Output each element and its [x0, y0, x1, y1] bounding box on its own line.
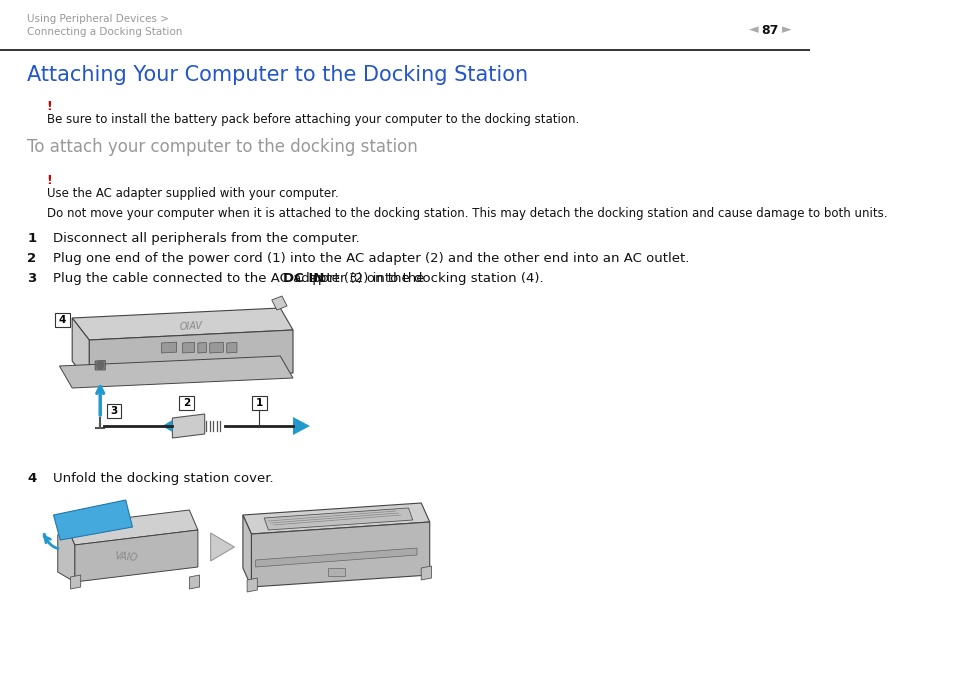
- Polygon shape: [421, 566, 431, 580]
- Text: 2: 2: [27, 252, 36, 265]
- Text: Connecting a Docking Station: Connecting a Docking Station: [27, 27, 182, 37]
- Text: 3: 3: [27, 272, 36, 285]
- Text: Be sure to install the battery pack before attaching your computer to the dockin: Be sure to install the battery pack befo…: [47, 113, 578, 126]
- Text: 3: 3: [111, 406, 118, 416]
- Bar: [107, 404, 121, 418]
- Polygon shape: [255, 548, 416, 567]
- Polygon shape: [58, 525, 74, 582]
- Text: OIAV: OIAV: [179, 320, 203, 332]
- Text: 87: 87: [760, 24, 778, 36]
- Text: VAIO: VAIO: [113, 551, 137, 563]
- Polygon shape: [71, 575, 81, 589]
- Text: 1: 1: [27, 232, 36, 245]
- Text: 4: 4: [59, 315, 66, 325]
- Text: 2: 2: [183, 398, 190, 408]
- Text: ►: ►: [781, 24, 791, 36]
- Polygon shape: [162, 420, 172, 432]
- Circle shape: [96, 361, 104, 369]
- Text: 4: 4: [27, 472, 36, 485]
- Polygon shape: [247, 578, 257, 592]
- Text: Disconnect all peripherals from the computer.: Disconnect all peripherals from the comp…: [52, 232, 359, 245]
- Text: !: !: [47, 174, 52, 187]
- Polygon shape: [264, 508, 413, 530]
- Text: ◄: ◄: [748, 24, 758, 36]
- Text: Unfold the docking station cover.: Unfold the docking station cover.: [52, 472, 273, 485]
- Text: Plug one end of the power cord (1) into the AC adapter (2) and the other end int: Plug one end of the power cord (1) into …: [52, 252, 688, 265]
- Bar: [328, 568, 344, 576]
- Text: To attach your computer to the docking station: To attach your computer to the docking s…: [27, 138, 417, 156]
- Polygon shape: [182, 342, 194, 353]
- Polygon shape: [161, 342, 176, 353]
- Bar: [55, 313, 70, 327]
- Polygon shape: [210, 342, 223, 353]
- Polygon shape: [211, 533, 234, 561]
- Polygon shape: [72, 318, 89, 383]
- Text: Plug the cable connected to the AC adapter (2) into the: Plug the cable connected to the AC adapt…: [52, 272, 428, 285]
- Polygon shape: [190, 575, 199, 589]
- Text: 1: 1: [255, 398, 263, 408]
- Polygon shape: [72, 308, 293, 340]
- Polygon shape: [272, 296, 287, 310]
- Text: port (3) on the docking station (4).: port (3) on the docking station (4).: [308, 272, 543, 285]
- Polygon shape: [197, 342, 206, 353]
- Polygon shape: [74, 530, 197, 582]
- Text: Do not move your computer when it is attached to the docking station. This may d: Do not move your computer when it is att…: [47, 207, 886, 220]
- Text: DC IN: DC IN: [283, 272, 324, 285]
- Polygon shape: [252, 522, 429, 587]
- Bar: [179, 396, 193, 410]
- Polygon shape: [89, 330, 293, 383]
- Polygon shape: [243, 503, 429, 534]
- Text: Attaching Your Computer to the Docking Station: Attaching Your Computer to the Docking S…: [27, 65, 528, 85]
- Polygon shape: [293, 417, 310, 435]
- Polygon shape: [227, 342, 236, 353]
- Text: Use the AC adapter supplied with your computer.: Use the AC adapter supplied with your co…: [47, 187, 338, 200]
- Polygon shape: [243, 515, 252, 587]
- Bar: [252, 396, 267, 410]
- Polygon shape: [95, 361, 105, 370]
- Polygon shape: [66, 510, 197, 545]
- Text: Using Peripheral Devices >: Using Peripheral Devices >: [27, 14, 169, 24]
- Polygon shape: [172, 414, 205, 438]
- Polygon shape: [53, 500, 132, 540]
- Polygon shape: [59, 356, 293, 388]
- Text: !: !: [47, 100, 52, 113]
